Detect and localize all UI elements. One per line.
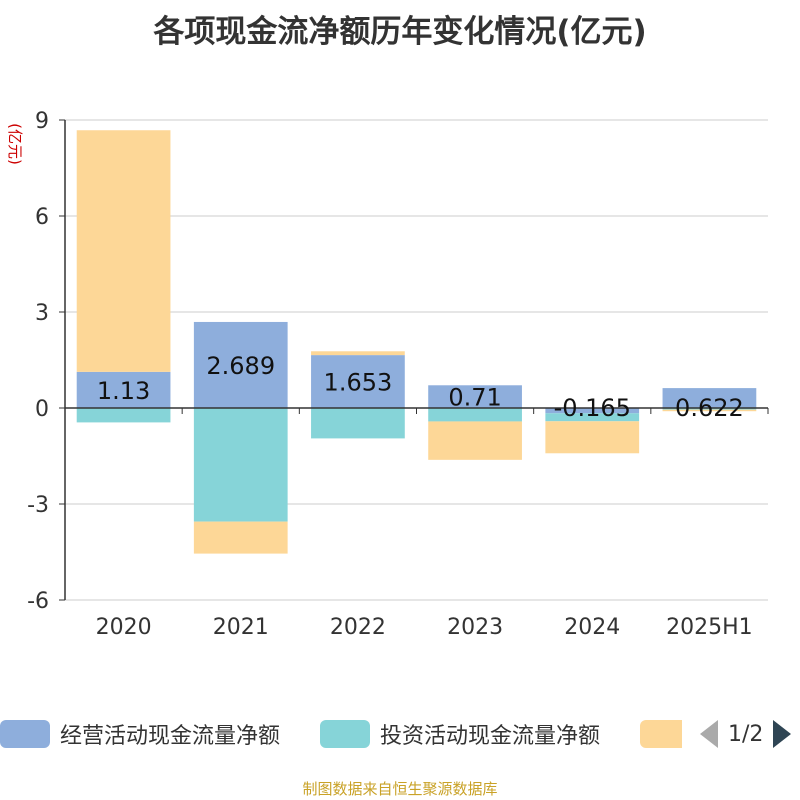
bar-series1-2022	[311, 408, 405, 439]
chart-title: 各项现金流净额历年变化情况(亿元)	[153, 14, 647, 50]
legend-label-operating: 经营活动现金流量净额	[60, 724, 281, 749]
bar-series2-2023	[428, 421, 522, 460]
bar-series0-2023	[428, 385, 522, 408]
bar-series1-2023	[428, 408, 522, 422]
bar-series2-2025H1	[662, 409, 757, 412]
bar-series2-2021	[193, 521, 288, 554]
y-tick-label: 9	[35, 109, 49, 134]
bar-series1-2024	[545, 413, 640, 422]
bar-series0-2024	[545, 408, 640, 414]
data-label: 1.653	[324, 369, 393, 397]
y-axis-title: (亿元)	[6, 123, 24, 165]
data-label: 0.71	[448, 384, 501, 412]
data-source: 制图数据来自恒生聚源数据库	[302, 780, 498, 798]
bar-series1-2025H1	[662, 408, 757, 410]
bar-series1-2020	[76, 408, 171, 423]
bar-series2-2020	[76, 130, 171, 372]
bar-series2-2024	[545, 421, 640, 454]
y-tick-label: 6	[35, 205, 49, 230]
data-label: 0.622	[675, 394, 744, 422]
legend: 经营活动现金流量净额 投资活动现金流量净额 1/2	[0, 716, 800, 752]
y-tick-label: -3	[27, 493, 49, 518]
bar-series0-2025H1	[662, 388, 757, 408]
legend-item-investing[interactable]: 投资活动现金流量净额	[320, 716, 600, 752]
x-tick-label: 2020	[96, 615, 152, 640]
y-tick-label: -6	[27, 589, 49, 614]
bar-series1-2021	[193, 408, 288, 522]
legend-page-indicator: 1/2	[728, 721, 764, 747]
data-label: 1.13	[97, 377, 150, 405]
bar-series0-2021	[193, 321, 288, 408]
legend-swatch-investing	[320, 720, 370, 748]
legend-next-page-icon[interactable]	[773, 720, 792, 748]
legend-pager: 1/2	[700, 716, 792, 752]
data-label: -0.165	[554, 394, 631, 422]
legend-swatch-financing	[640, 720, 682, 748]
x-tick-label: 2024	[564, 615, 620, 640]
bar-series0-2022	[311, 355, 405, 408]
bar-series0-2020	[76, 371, 171, 408]
y-tick-label: 0	[35, 397, 49, 422]
legend-item-financing[interactable]	[640, 716, 682, 752]
x-tick-label: 2021	[213, 615, 269, 640]
x-tick-label: 2023	[447, 615, 503, 640]
x-tick-label: 2025H1	[666, 615, 753, 640]
bar-series2-2022	[311, 351, 405, 356]
data-label: 2.689	[206, 352, 275, 380]
x-tick-label: 2022	[330, 615, 386, 640]
legend-prev-page-icon[interactable]	[700, 720, 718, 748]
legend-label-investing: 投资活动现金流量净额	[380, 724, 601, 749]
y-tick-label: 3	[35, 301, 49, 326]
legend-swatch-operating	[0, 720, 50, 748]
legend-item-operating[interactable]: 经营活动现金流量净额	[0, 716, 280, 752]
